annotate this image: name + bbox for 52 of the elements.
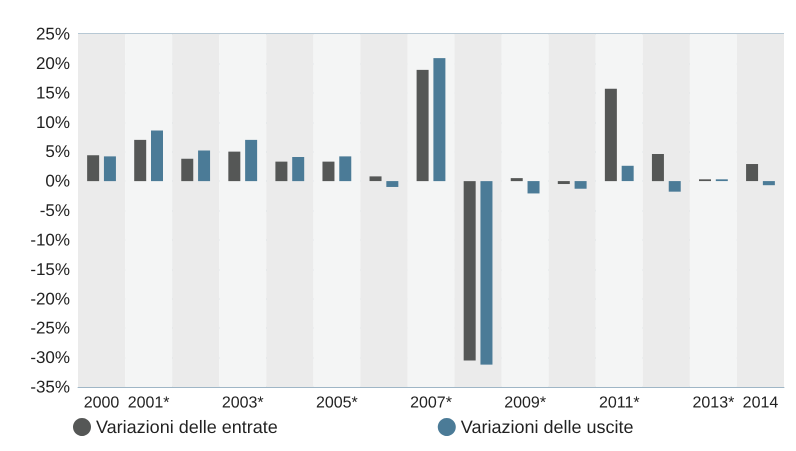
y-tick-label: -20% [30, 289, 70, 308]
bar [104, 156, 116, 182]
bar [386, 181, 398, 187]
bar [652, 154, 664, 182]
bar [134, 140, 146, 182]
bar [151, 130, 163, 182]
y-tick-label: -5% [40, 201, 70, 220]
y-tick-label: 20% [36, 54, 70, 73]
x-tick-label: 2013* [692, 394, 734, 412]
y-tick-label: -30% [30, 348, 70, 368]
bar [510, 178, 523, 182]
x-tick-label: 2001* [128, 394, 170, 412]
bar [528, 181, 540, 194]
bar [275, 162, 288, 182]
bar [228, 152, 240, 182]
legend-label: Variazioni delle entrate [96, 417, 278, 437]
bar [181, 158, 194, 182]
bar [87, 155, 100, 182]
y-tick-label: -10% [30, 230, 70, 250]
bar [480, 181, 492, 365]
y-tick-label: 25% [36, 24, 70, 44]
y-tick-label: 0% [45, 172, 70, 191]
bar [558, 181, 570, 184]
bar [245, 140, 258, 182]
x-tick-label: 2003* [222, 394, 264, 412]
y-tick-label: -25% [30, 318, 70, 338]
x-tick-label: 2000 [84, 394, 120, 412]
y-tick-label: -35% [30, 378, 70, 396]
bar [762, 181, 775, 186]
x-tick-label: 2011* [598, 394, 640, 412]
x-tick-label: 2007* [410, 394, 452, 412]
bar [292, 156, 304, 182]
bar [322, 162, 334, 182]
y-tick-label: 10% [36, 112, 70, 132]
bar [668, 181, 681, 192]
x-tick-label: 2009* [504, 394, 546, 412]
bar [464, 181, 476, 361]
bar [198, 150, 210, 182]
legend-label: Variazioni delle uscite [460, 417, 634, 437]
x-tick-label: 2014 [742, 394, 778, 412]
bar [574, 181, 587, 189]
bar [416, 70, 429, 182]
y-tick-label: 15% [36, 83, 70, 102]
bar [622, 166, 634, 182]
bar [746, 164, 758, 182]
bar [433, 58, 446, 182]
bar [370, 176, 382, 182]
y-tick-label: -15% [30, 260, 70, 279]
x-tick-label: 2005* [316, 394, 358, 412]
y-tick-label: 5% [45, 142, 70, 162]
bar [339, 156, 352, 182]
bar [604, 88, 617, 182]
